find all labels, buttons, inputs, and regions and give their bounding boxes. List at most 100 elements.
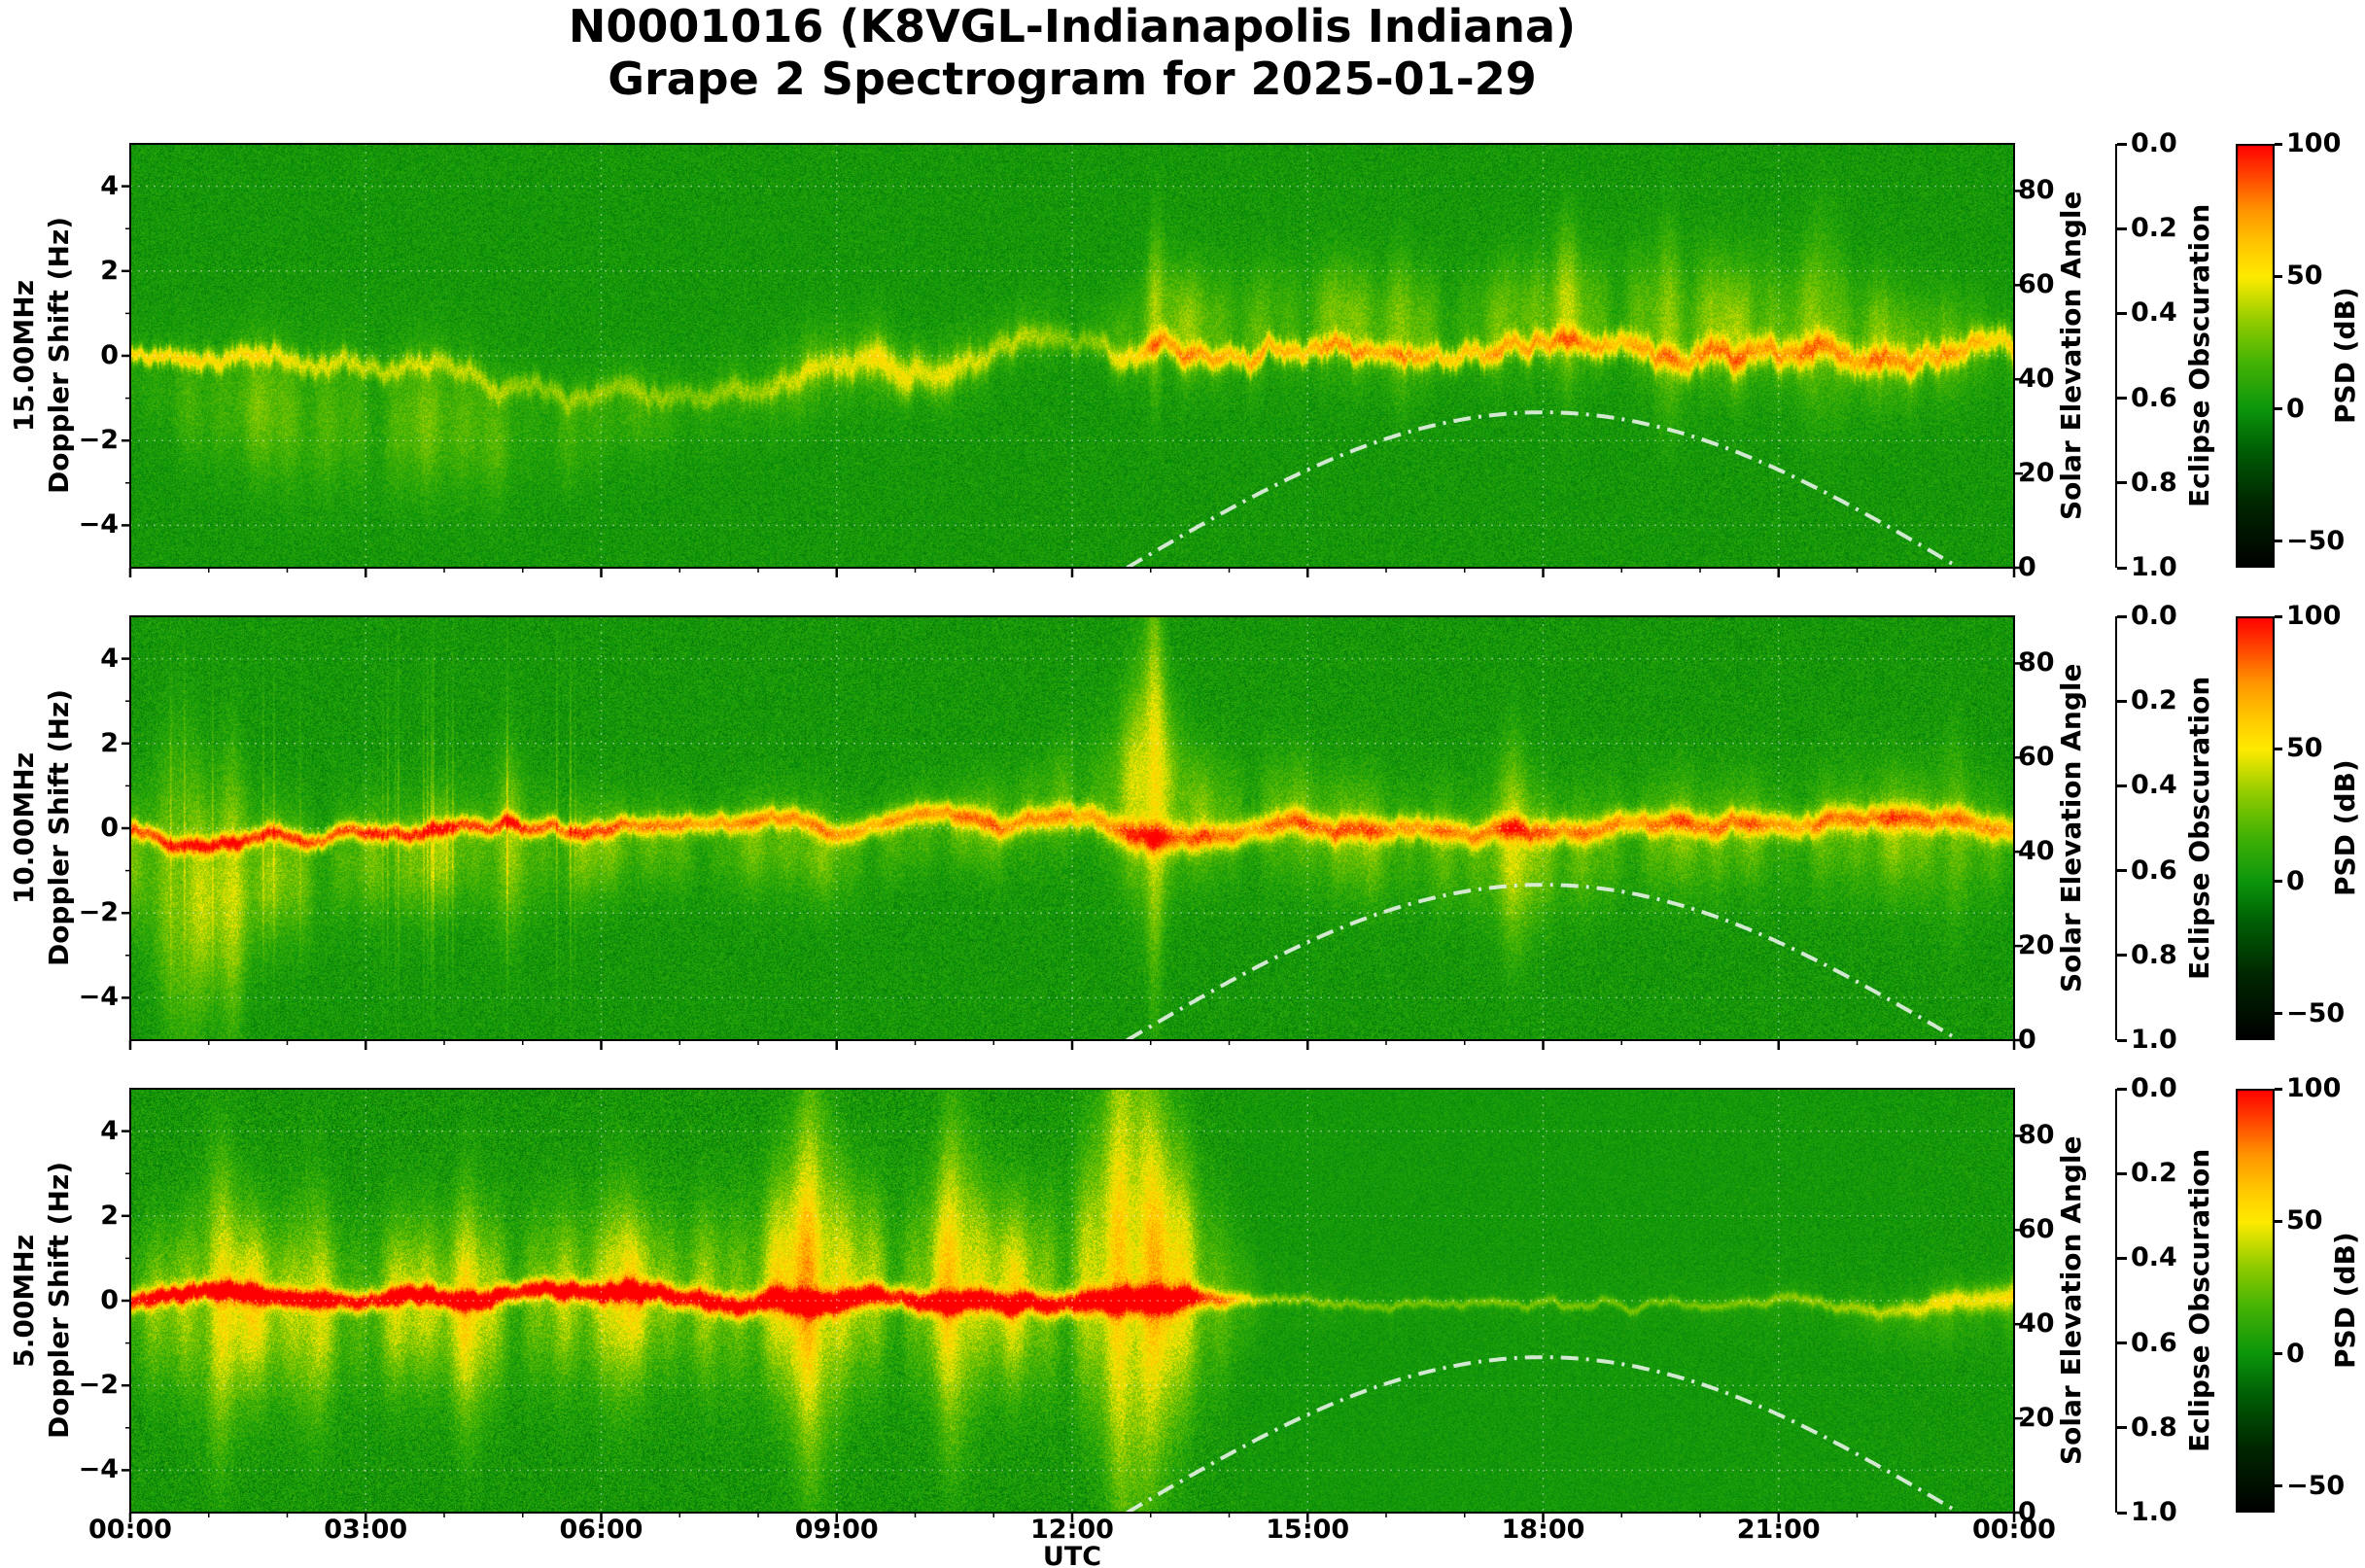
solar-tick-label: 0 xyxy=(2018,1497,2036,1527)
colorbar-tick-label: 0 xyxy=(2286,1338,2305,1369)
x-tick-label: 06:00 xyxy=(559,1515,643,1545)
x-tick-label: 21:00 xyxy=(1736,1515,1821,1545)
axis-tick-mark xyxy=(2117,1426,2127,1430)
panel-frequency-label: 10.00MHz xyxy=(8,751,40,905)
axis-tick-mark xyxy=(2117,954,2127,958)
axis-tick-mark xyxy=(2115,144,2117,568)
spectrogram-panel-5mhz: 5.00MHz Doppler Shift (Hz) Solar Elevati… xyxy=(0,1075,2365,1526)
axis-tick-mark xyxy=(2117,311,2127,315)
solar-tick-label: 80 xyxy=(2018,647,2055,679)
doppler-tick-label: 0 xyxy=(100,813,119,843)
solar-tick-label: 0 xyxy=(2018,552,2036,582)
psd-colorbar-label: PSD (dB) xyxy=(2329,759,2361,897)
title-line-1: N0001016 (K8VGL-Indianapolis Indiana) xyxy=(568,0,1577,52)
axis-tick-mark xyxy=(2275,142,2282,146)
doppler-tick-label: 2 xyxy=(100,255,119,286)
solar-elevation-axis-label: Solar Elevation Angle xyxy=(2055,191,2087,521)
x-tick-label: 00:00 xyxy=(1972,1515,2056,1545)
doppler-tick-label: −4 xyxy=(78,1454,119,1485)
eclipse-tick-label: 0.6 xyxy=(2131,854,2177,886)
x-tick-label: 18:00 xyxy=(1501,1515,1585,1545)
axis-tick-mark xyxy=(2117,784,2127,787)
panel-frequency-label: 5.00MHz xyxy=(8,1234,40,1368)
doppler-tick-label: −2 xyxy=(78,425,119,456)
x-tick-label: 12:00 xyxy=(1030,1515,1114,1545)
axis-tick-mark xyxy=(2275,614,2282,618)
eclipse-tick-label: 0.4 xyxy=(2131,1242,2177,1273)
eclipse-tick-label: 0.2 xyxy=(2131,1158,2177,1189)
axis-tick-mark xyxy=(2275,1484,2282,1488)
axis-tick-mark xyxy=(2275,1012,2282,1016)
axis-tick-mark xyxy=(2117,614,2127,618)
colorbar-tick-label: 50 xyxy=(2286,261,2323,292)
colorbar-tick-label: 100 xyxy=(2286,128,2342,158)
axis-tick-mark xyxy=(2117,1342,2127,1345)
spectrogram-canvas-5mhz xyxy=(130,1089,2014,1513)
x-tick-label: 03:00 xyxy=(324,1515,408,1545)
chart-title: N0001016 (K8VGL-Indianapolis Indiana) Gr… xyxy=(130,0,2014,105)
psd-colorbar-5mhz xyxy=(2236,1089,2275,1513)
colorbar-tick-label: 100 xyxy=(2286,601,2342,631)
eclipse-obscuration-axis-label: Eclipse Obscuration xyxy=(2183,203,2215,508)
solar-tick-label: 0 xyxy=(2018,1025,2036,1055)
axis-tick-mark xyxy=(2117,1171,2127,1175)
eclipse-tick-label: 0.0 xyxy=(2131,1073,2177,1103)
colorbar-tick-label: 0 xyxy=(2286,865,2305,896)
spectrogram-panel-10mhz: 10.00MHz Doppler Shift (Hz) Solar Elevat… xyxy=(0,603,2365,1054)
solar-tick-label: 60 xyxy=(2018,742,2055,773)
eclipse-tick-label: 0.4 xyxy=(2131,770,2177,801)
psd-colorbar-label: PSD (dB) xyxy=(2329,1232,2361,1370)
axis-tick-mark xyxy=(2117,566,2127,570)
doppler-tick-label: 4 xyxy=(100,643,119,674)
axis-tick-mark xyxy=(2275,407,2282,410)
colorbar-tick-label: −50 xyxy=(2286,997,2346,1028)
x-axis-label: UTC xyxy=(1042,1542,1102,1568)
doppler-tick-label: 0 xyxy=(100,1285,119,1315)
psd-colorbar-10mhz xyxy=(2236,616,2275,1040)
axis-tick-mark xyxy=(2275,540,2282,543)
eclipse-tick-label: 0.8 xyxy=(2131,467,2177,498)
axis-tick-mark xyxy=(2117,869,2127,873)
solar-elevation-axis-label: Solar Elevation Angle xyxy=(2055,1135,2087,1466)
solar-tick-label: 40 xyxy=(2018,836,2055,867)
solar-tick-label: 60 xyxy=(2018,269,2055,300)
psd-colorbar-label: PSD (dB) xyxy=(2329,287,2361,425)
doppler-tick-label: 2 xyxy=(100,1200,119,1231)
axis-tick-mark xyxy=(2117,1087,2127,1091)
spectrogram-canvas-10mhz xyxy=(130,616,2014,1040)
eclipse-tick-label: 0.0 xyxy=(2131,128,2177,158)
axis-tick-mark xyxy=(2275,1087,2282,1091)
psd-colorbar-15mhz xyxy=(2236,144,2275,568)
eclipse-tick-label: 0.0 xyxy=(2131,601,2177,631)
solar-tick-label: 80 xyxy=(2018,175,2055,206)
solar-tick-label: 80 xyxy=(2018,1120,2055,1151)
eclipse-tick-label: 0.8 xyxy=(2131,1411,2177,1443)
doppler-tick-label: −4 xyxy=(78,982,119,1013)
colorbar-tick-label: 100 xyxy=(2286,1073,2342,1103)
axis-tick-mark xyxy=(2275,880,2282,883)
doppler-tick-label: −4 xyxy=(78,509,119,540)
colorbar-tick-label: 0 xyxy=(2286,393,2305,424)
colorbar-tick-label: −50 xyxy=(2286,1470,2346,1501)
x-tick-label: 09:00 xyxy=(794,1515,879,1545)
eclipse-tick-label: 1.0 xyxy=(2131,1025,2177,1055)
doppler-tick-label: 2 xyxy=(100,727,119,758)
axis-tick-mark xyxy=(2275,1219,2282,1223)
axis-tick-mark xyxy=(2117,1511,2127,1515)
eclipse-tick-label: 0.8 xyxy=(2131,939,2177,970)
axis-tick-mark xyxy=(2275,747,2282,750)
spectrogram-canvas-15mhz xyxy=(130,144,2014,568)
colorbar-tick-label: 50 xyxy=(2286,733,2323,764)
eclipse-obscuration-axis-label: Eclipse Obscuration xyxy=(2183,676,2215,981)
solar-elevation-axis-label: Solar Elevation Angle xyxy=(2055,663,2087,993)
x-tick-label: 15:00 xyxy=(1266,1515,1350,1545)
doppler-tick-label: 4 xyxy=(100,170,119,201)
axis-tick-mark xyxy=(2117,481,2127,485)
axis-tick-mark xyxy=(2117,142,2127,146)
axis-tick-mark xyxy=(2117,1038,2127,1042)
eclipse-tick-label: 0.6 xyxy=(2131,1327,2177,1358)
doppler-tick-label: −2 xyxy=(78,897,119,928)
axis-tick-mark xyxy=(2117,1256,2127,1260)
solar-tick-label: 40 xyxy=(2018,364,2055,395)
doppler-tick-label: 0 xyxy=(100,340,119,370)
